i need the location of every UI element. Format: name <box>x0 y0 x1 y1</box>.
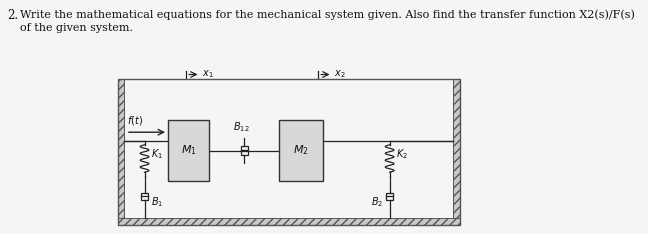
Text: of the given system.: of the given system. <box>21 23 133 33</box>
Text: $B_2$: $B_2$ <box>371 195 383 208</box>
Text: $M_2$: $M_2$ <box>293 144 308 157</box>
Text: Write the mathematical equations for the mechanical system given. Also find the : Write the mathematical equations for the… <box>21 9 635 20</box>
Bar <box>118 218 460 225</box>
Bar <box>141 193 148 200</box>
Text: $B_{12}$: $B_{12}$ <box>233 120 249 134</box>
Text: $M_1$: $M_1$ <box>181 144 196 157</box>
Text: $f(t)$: $f(t)$ <box>127 114 143 127</box>
Text: $K_1$: $K_1$ <box>151 148 163 161</box>
Text: $B_1$: $B_1$ <box>151 195 163 208</box>
Bar <box>240 146 248 155</box>
Text: $x_2$: $x_2$ <box>334 69 345 80</box>
Bar <box>386 193 393 200</box>
Bar <box>168 120 209 181</box>
Bar <box>279 120 323 181</box>
Bar <box>118 80 124 225</box>
Text: $x_1$: $x_1$ <box>202 69 214 80</box>
Bar <box>118 80 460 225</box>
Text: $K_2$: $K_2$ <box>396 148 408 161</box>
Bar <box>454 80 460 225</box>
Text: 2.: 2. <box>7 9 18 22</box>
